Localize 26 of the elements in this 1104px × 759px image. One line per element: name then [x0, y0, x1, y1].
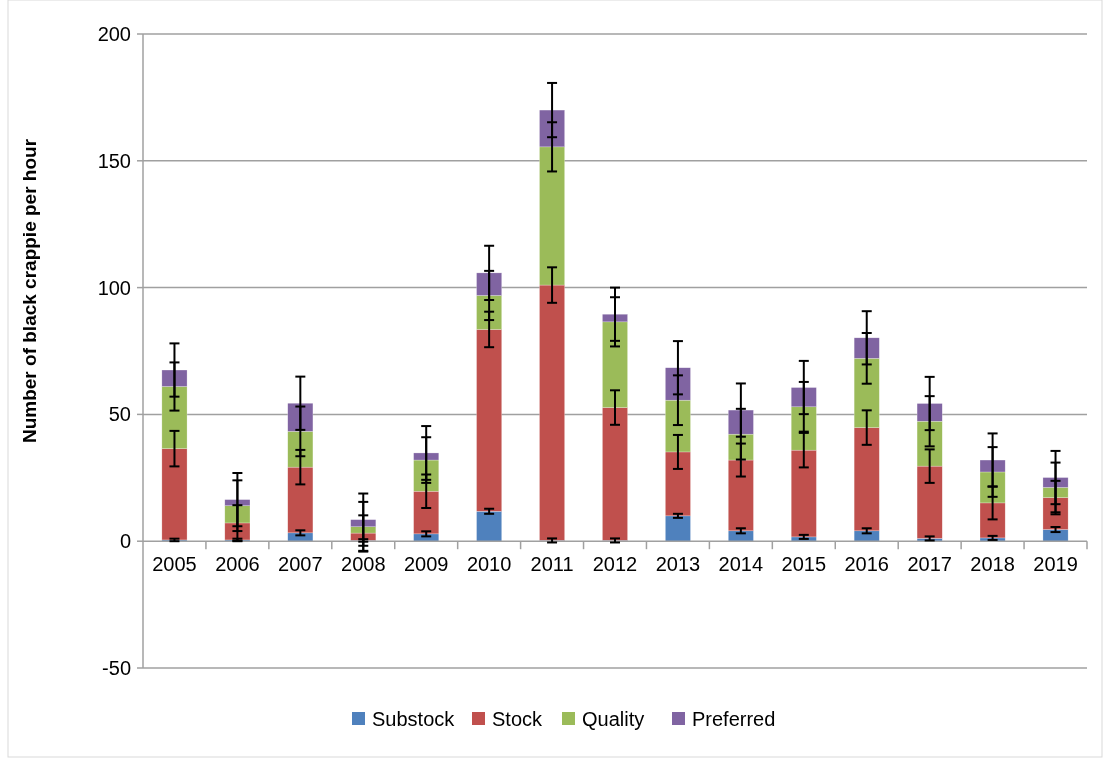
y-axis-title: Number of black crappie per hour [19, 138, 40, 444]
x-tick-label: 2010 [466, 553, 512, 576]
x-tick-label: 2009 [403, 553, 449, 576]
x-tick-label: 2017 [907, 553, 952, 576]
x-tick-label: 2015 [781, 553, 827, 576]
legend-label: Substock [372, 708, 456, 730]
y-tick-label: 0 [119, 530, 131, 553]
x-tick-label: 2019 [1033, 553, 1078, 576]
x-tick-label: 2007 [278, 553, 323, 576]
y-tick-label: 200 [97, 23, 131, 45]
y-tick-label: 100 [97, 276, 131, 299]
x-tick-label: 2008 [341, 553, 386, 576]
y-tick-label: 150 [97, 149, 131, 172]
x-tick-label: 2013 [655, 553, 701, 576]
x-tick-label: 2011 [530, 553, 574, 576]
legend-label: Preferred [692, 708, 776, 730]
x-tick-label: 2014 [718, 553, 764, 576]
legend-label: Quality [582, 708, 645, 730]
y-tick-label: -50 [102, 657, 131, 679]
legend-label: Stock [492, 708, 544, 730]
x-tick-label: 2016 [844, 553, 889, 576]
x-tick-label: 2005 [152, 553, 197, 576]
y-tick-label: 50 [108, 403, 131, 426]
x-tick-label: 2018 [970, 553, 1015, 576]
x-tick-label: 2006 [215, 553, 260, 576]
x-tick-label: 2012 [592, 553, 638, 576]
